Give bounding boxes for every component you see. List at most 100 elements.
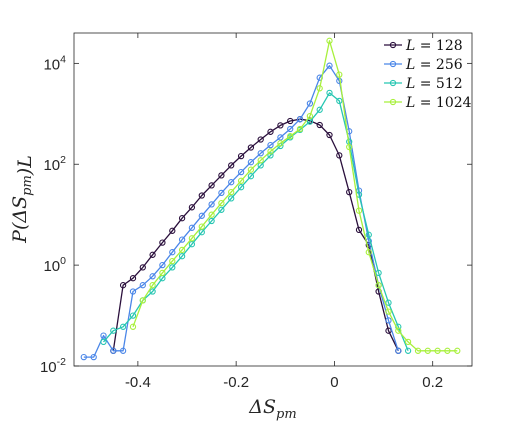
legend-swatch-marker [389, 41, 397, 49]
data-point [119, 282, 127, 289]
data-point [385, 299, 392, 306]
data-point [404, 338, 412, 346]
data-point [257, 136, 264, 143]
legend-label: L = 128 [405, 38, 463, 54]
data-point [316, 121, 323, 129]
data-point [414, 347, 422, 354]
data-point [169, 249, 176, 256]
data-point [90, 353, 97, 361]
data-point [228, 162, 235, 169]
data-point [257, 157, 264, 164]
data-point [336, 152, 343, 159]
data-point [395, 327, 402, 334]
data-point [159, 239, 166, 246]
data-point [247, 166, 255, 173]
data-point [316, 106, 323, 113]
plot-background [74, 33, 472, 366]
series-3 [129, 37, 461, 354]
data-point [208, 217, 215, 225]
y-tick-label: 104 [43, 53, 66, 73]
data-point [198, 192, 205, 199]
data-point [149, 288, 156, 295]
x-tick-label: 0.2 [422, 374, 443, 391]
data-point [326, 89, 333, 97]
legend-swatch-marker [389, 79, 397, 87]
data-point [326, 131, 333, 139]
data-point [277, 134, 284, 141]
data-point [169, 227, 176, 234]
series-2 [100, 89, 412, 354]
data-point [247, 144, 255, 151]
data-point [404, 347, 412, 354]
data-point [267, 128, 274, 135]
legend-item: L = 512 [384, 76, 463, 92]
data-point [267, 141, 274, 149]
data-point [365, 231, 372, 238]
data-point [198, 223, 205, 230]
data-point [218, 172, 225, 179]
data-point [139, 297, 146, 304]
data-point [296, 116, 304, 123]
data-point [287, 117, 294, 125]
data-point [80, 353, 87, 361]
y-ticks: 10-2 100 102 104 [40, 53, 472, 376]
y-tick-label: 102 [43, 154, 66, 174]
data-point [375, 282, 382, 289]
data-point [188, 224, 196, 231]
data-point [178, 253, 186, 260]
legend-item: L = 256 [384, 57, 463, 73]
legend-item: L = 128 [384, 38, 463, 54]
legend-swatch-marker [389, 60, 397, 68]
data-point [336, 71, 343, 78]
data-point [247, 159, 255, 166]
data-point [434, 347, 441, 354]
legend-label: L = 256 [405, 57, 463, 73]
data-point [159, 269, 166, 277]
data-point [139, 282, 146, 289]
data-point [208, 211, 215, 218]
data-point [100, 338, 107, 346]
data-point [129, 288, 137, 295]
plot-frame [73, 32, 473, 367]
data-point [306, 100, 314, 107]
y-tick-label: 10-2 [40, 356, 66, 376]
data-point [385, 317, 392, 324]
data-point [110, 347, 117, 354]
data-point [346, 188, 353, 196]
data-point [385, 308, 392, 315]
data-point [218, 189, 225, 197]
x-ticks: -0.4 -0.2 0 0.2 [125, 33, 443, 391]
x-tick-label: 0 [330, 374, 338, 391]
data-point [306, 112, 314, 120]
data-point [228, 195, 235, 202]
data-point [139, 264, 146, 271]
data-point [444, 347, 451, 354]
series-line [132, 40, 458, 352]
data-point [218, 199, 225, 207]
data-point [454, 347, 461, 354]
x-axis-label: ΔSpm [248, 396, 296, 421]
y-tick-label: 100 [43, 255, 66, 275]
data-point [287, 133, 294, 140]
data-point [208, 201, 215, 208]
data-point [346, 143, 353, 151]
data-point [355, 226, 363, 234]
data-point [237, 168, 245, 176]
data-point [218, 206, 225, 213]
data-point [119, 347, 127, 354]
data-point [277, 122, 284, 129]
data-point [247, 173, 255, 180]
data-point [169, 257, 176, 265]
data-point [178, 236, 186, 243]
data-point [395, 347, 402, 354]
data-point [375, 269, 382, 277]
data-point [169, 264, 176, 271]
data-point [316, 85, 323, 92]
data-point [326, 37, 333, 44]
series-line [83, 65, 399, 358]
data-point [149, 282, 156, 289]
data-point [237, 177, 245, 184]
legend-item: L = 1024 [384, 95, 472, 111]
data-point [326, 62, 333, 69]
